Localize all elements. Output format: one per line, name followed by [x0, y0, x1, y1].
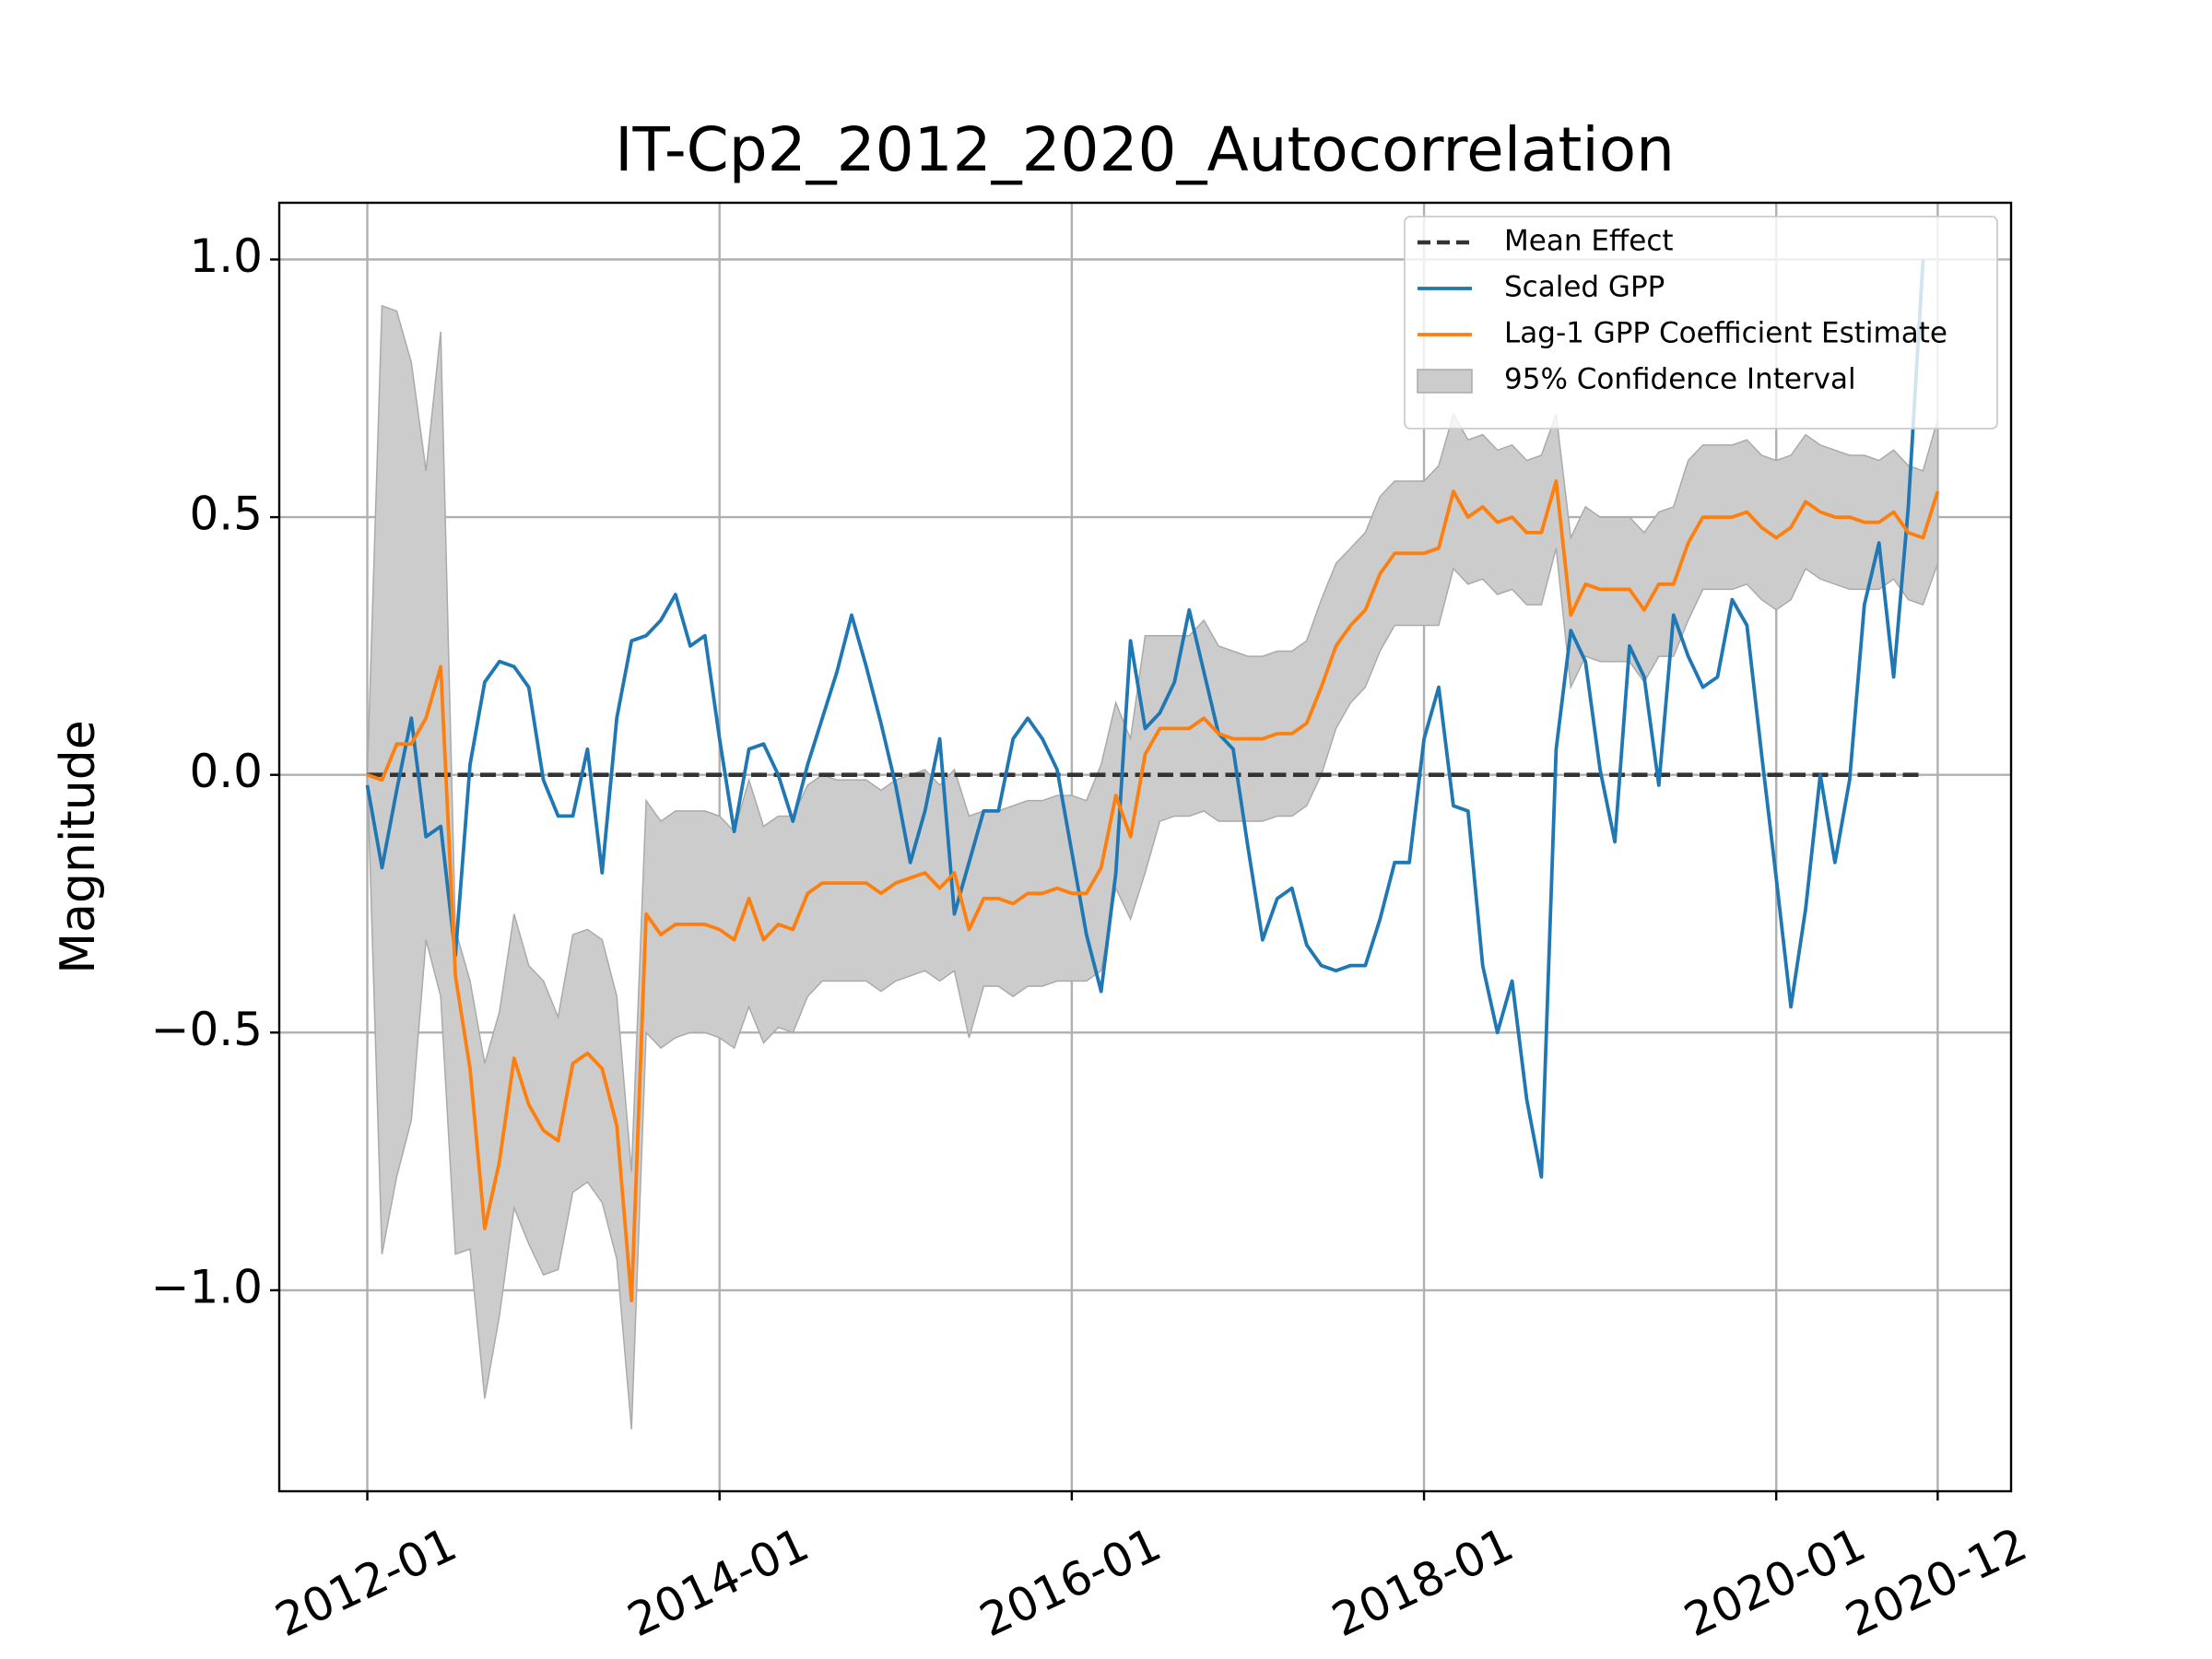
- legend: Mean Effect Scaled GPP Lag-1 GPP Coefficie…: [1404, 216, 1998, 429]
- chart-title: IT-Cp2_2012_2020_Autocorrelation: [615, 114, 1675, 185]
- legend-swatch: [1417, 369, 1473, 394]
- plot-area: [365, 259, 1940, 1430]
- axes-frame: [277, 201, 2013, 1493]
- y-tick-label: 0.0: [189, 745, 263, 798]
- legend-box: [1404, 216, 1998, 429]
- legend-label: Mean Effect: [1504, 225, 1674, 258]
- y-tick-label: −0.5: [151, 1003, 263, 1056]
- y-tick-label: −1.0: [151, 1260, 263, 1313]
- y-axis-label: Magnitude: [51, 720, 106, 974]
- y-tick-label: 0.5: [189, 488, 263, 541]
- legend-label: Scaled GPP: [1504, 271, 1665, 304]
- y-tick-label: 1.0: [189, 229, 263, 283]
- legend-label: 95% Confidence Interval: [1504, 363, 1856, 396]
- data-line: [366, 479, 1940, 1302]
- legend-label: Lag-1 GPP Coefficient Estimate: [1504, 317, 1947, 350]
- data-line: [365, 259, 1925, 1179]
